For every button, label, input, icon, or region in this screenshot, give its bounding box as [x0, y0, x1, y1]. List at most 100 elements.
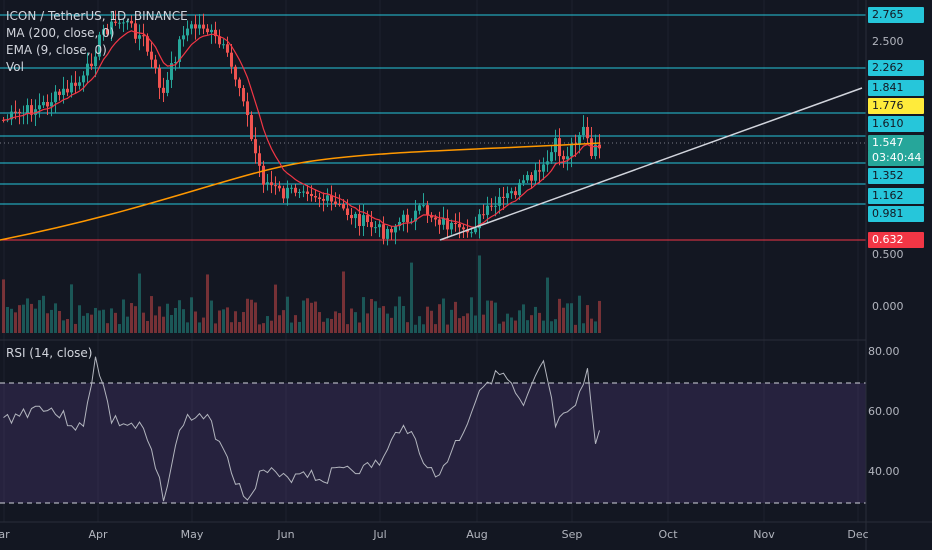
volume-bar — [502, 321, 505, 333]
volume-bar — [122, 299, 125, 333]
candle-body — [234, 66, 237, 80]
candle-body — [50, 102, 53, 107]
volume-bar — [326, 318, 329, 333]
candle-body — [270, 182, 273, 186]
rsi-legend: RSI (14, close) — [6, 345, 92, 362]
candle-body — [10, 111, 13, 120]
volume-bar — [334, 311, 337, 333]
ema-indicator-label[interactable]: EMA (9, close, 0) — [6, 43, 107, 57]
candle-body — [254, 139, 257, 154]
volume-bar — [302, 300, 305, 333]
volume-bar — [546, 277, 549, 333]
volume-bar — [278, 315, 281, 333]
candle-body — [394, 226, 397, 233]
candle-body — [446, 218, 449, 230]
candle-body — [494, 205, 497, 207]
candle-body — [194, 24, 197, 29]
time-axis-label: Jun — [277, 528, 295, 541]
candle-body — [222, 44, 225, 46]
candle-body — [106, 29, 109, 35]
candle-body — [502, 196, 505, 198]
candle-body — [570, 143, 573, 157]
candle-body — [546, 161, 549, 165]
volume-bar — [482, 314, 485, 333]
volume-bar — [202, 317, 205, 333]
time-axis-label: Jul — [373, 528, 387, 541]
candle-body — [74, 82, 77, 86]
volume-bar — [142, 312, 145, 333]
candle-body — [274, 185, 277, 187]
candle-body — [378, 224, 381, 228]
candle-body — [66, 88, 69, 93]
volume-bar — [238, 322, 241, 333]
candle-body — [594, 144, 597, 157]
candle-body — [290, 187, 293, 189]
candle-body — [94, 56, 97, 67]
volume-bar — [266, 316, 269, 333]
time-axis-label: Aug — [466, 528, 488, 541]
candle-body — [542, 164, 545, 172]
candle-body — [318, 197, 321, 199]
volume-bar — [130, 303, 133, 333]
candle-body — [26, 105, 29, 113]
time-axis-label: Nov — [753, 528, 775, 541]
candle-body — [346, 208, 349, 216]
volume-bar — [178, 300, 181, 333]
candle-body — [42, 101, 45, 106]
volume-bar — [478, 255, 481, 333]
symbol-title[interactable]: ICON / TetherUS, 1D, BINANCE — [6, 9, 188, 23]
volume-bar — [450, 309, 453, 333]
volume-bar — [418, 316, 421, 333]
candle-body — [386, 228, 389, 239]
volume-bars — [2, 255, 601, 333]
volume-bar — [590, 318, 593, 333]
volume-bar — [54, 303, 57, 333]
candle-body — [174, 61, 177, 64]
candle-body — [530, 175, 533, 181]
volume-bar — [598, 300, 601, 333]
volume-bar — [298, 321, 301, 333]
price-label: 2.765 — [868, 7, 924, 23]
volume-bar — [114, 312, 117, 333]
rsi-band — [0, 383, 866, 503]
volume-bar — [138, 273, 141, 333]
candle-body — [586, 126, 589, 139]
candle-body — [2, 119, 5, 121]
volume-bar — [310, 302, 313, 333]
candle-body — [310, 193, 313, 197]
price-label: 1.610 — [868, 116, 924, 132]
volume-bar — [426, 306, 429, 333]
candle-body — [146, 36, 149, 52]
candle-body — [294, 187, 297, 193]
candlesticks — [2, 10, 601, 246]
time-axis-label: Oct — [658, 528, 678, 541]
candle-body — [518, 182, 521, 196]
ma-indicator-label[interactable]: MA (200, close, 0) — [6, 26, 115, 40]
candle-body — [126, 20, 129, 23]
volume-indicator-label[interactable]: Vol — [6, 60, 24, 74]
candle-body — [158, 68, 161, 88]
candle-body — [150, 51, 153, 60]
volume-bar — [382, 306, 385, 333]
volume-bar — [506, 313, 509, 333]
candle-body — [98, 34, 101, 57]
volume-bar — [162, 316, 165, 333]
candle-body — [434, 217, 437, 220]
candle-body — [450, 222, 453, 230]
candle-body — [202, 24, 205, 29]
candle-body — [54, 91, 57, 103]
volume-bar — [38, 300, 41, 333]
candle-body — [382, 224, 385, 239]
candle-body — [90, 63, 93, 67]
candle-body — [82, 75, 85, 83]
price-label: 03:40:44 — [868, 150, 924, 166]
volume-bar — [50, 309, 53, 333]
candle-body — [114, 21, 117, 23]
volume-bar — [530, 315, 533, 333]
rsi-indicator-label[interactable]: RSI (14, close) — [6, 346, 93, 360]
price-label: 1.352 — [868, 168, 924, 184]
candle-body — [198, 24, 201, 29]
volume-bar — [222, 309, 225, 333]
candle-body — [374, 227, 377, 229]
